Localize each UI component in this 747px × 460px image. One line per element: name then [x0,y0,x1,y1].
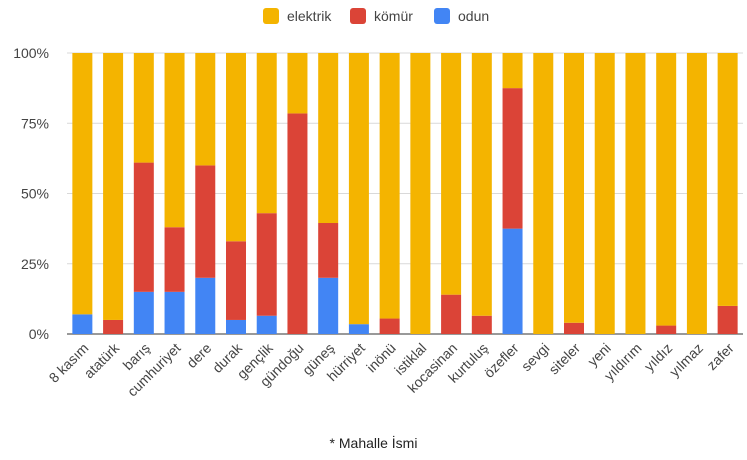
bar-segment-odun [226,319,246,334]
bar-segment-elektrik [226,53,246,242]
bar-segment-kömür [103,319,124,334]
bar-segment-kömür [195,165,216,278]
bar-segment-odun [256,315,277,334]
bar-segment-kömür [564,322,584,334]
bar-segment-elektrik [717,53,738,306]
bar-segment-elektrik [287,53,308,114]
legend-swatch-elektrik [263,8,279,24]
legend-label-odun: odun [458,8,490,24]
bar-segment-elektrik [133,53,154,163]
bar-segment-kömür [318,223,339,278]
bar-segment-elektrik [72,53,93,315]
bar-segment-elektrik [533,53,554,334]
bars [72,53,738,334]
bar-segment-odun [348,324,369,334]
x-axis-title: * Mahalle İsmi [329,435,418,451]
y-tick-label: 75% [21,115,49,131]
legend-label-elektrik: elektrik [287,8,332,24]
bar-segment-odun [318,277,339,334]
bar-segment-elektrik [379,53,400,319]
bar-segment-elektrik [471,53,492,316]
legend-item-elektrik: elektrik [263,8,331,24]
bar-segment-kömür [226,241,246,320]
bar-segment-elektrik [686,53,707,334]
y-tick-label: 50% [21,186,49,202]
bar-segment-elektrik [410,53,431,334]
legend-swatch-komur [350,8,366,24]
bar-segment-odun [133,291,154,334]
legend-item-komur: kömür [350,8,413,24]
bar-segment-elektrik [502,53,523,89]
x-tick-label: özefler [481,340,522,381]
legend-swatch-odun [434,8,450,24]
bar-segment-kömür [256,213,277,316]
x-tick-label: zafer [703,340,737,374]
bar-segment-kömür [502,88,523,229]
bar-segment-kömür [287,113,308,334]
bar-segment-elektrik [564,53,584,323]
bar-segment-elektrik [164,53,185,228]
y-axis-ticks: 0% 25% 50% 75% 100% [13,45,49,342]
bar-segment-elektrik [318,53,339,224]
bar-segment-odun [72,314,93,334]
x-tick-label: atatürk [81,339,123,381]
bar-segment-kömür [133,162,154,292]
x-tick-label: yılmaz [666,340,706,380]
bar-segment-elektrik [594,53,615,334]
legend-item-odun: odun [434,8,489,24]
x-tick-label: 8 kasım [46,340,92,386]
legend-label-komur: kömür [374,8,413,24]
x-tick-label: siteler [545,340,583,378]
y-tick-label: 25% [21,256,49,272]
legend: elektrik kömür odun [0,4,747,30]
y-tick-label: 0% [29,326,49,342]
bar-segment-kömür [471,315,492,334]
bar-segment-elektrik [195,53,216,166]
bar-segment-odun [164,291,185,334]
bar-segment-odun [195,277,216,334]
bar-segment-kömür [717,305,738,334]
bar-segment-kömür [656,325,677,334]
bar-segment-elektrik [625,53,646,334]
bar-segment-kömür [164,227,185,292]
bar-segment-elektrik [348,53,369,325]
bar-segment-kömür [441,294,462,334]
bar-segment-elektrik [656,53,677,326]
bar-segment-elektrik [441,53,462,295]
bar-segment-odun [502,228,523,334]
bar-segment-elektrik [256,53,277,214]
y-tick-label: 100% [13,45,49,61]
bar-segment-elektrik [103,53,124,320]
bar-segment-kömür [379,318,400,334]
